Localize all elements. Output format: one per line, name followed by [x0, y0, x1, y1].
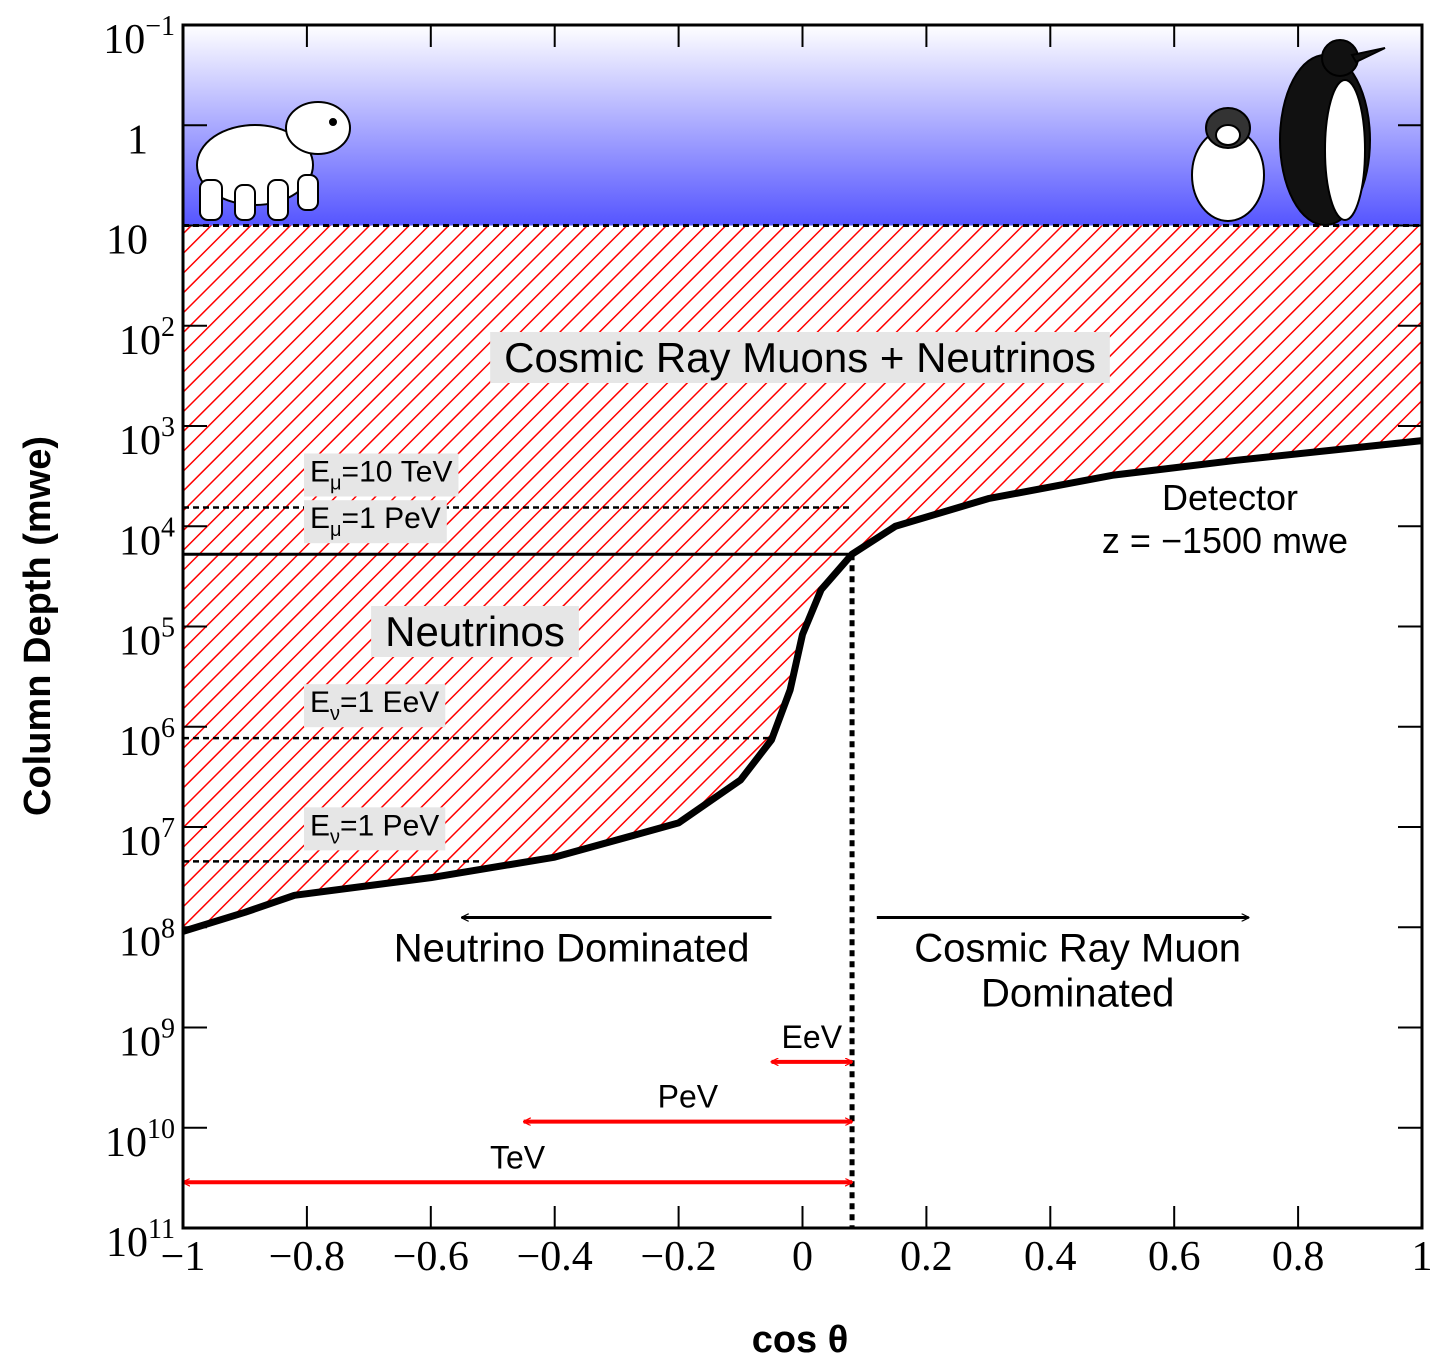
y-tick-label: 103	[119, 412, 175, 464]
y-tick-label: 1	[127, 117, 148, 163]
label-subscript: μ	[330, 519, 342, 541]
y-tick-exponent: −1	[145, 11, 175, 42]
y-tick-base: 10	[119, 919, 161, 965]
x-tick-label: −0.8	[269, 1234, 345, 1280]
y-tick-exponent: 11	[148, 1214, 175, 1245]
x-tick-label: −0.6	[393, 1234, 469, 1280]
range-label: EeV	[782, 1019, 843, 1055]
label-subscript: ν	[330, 826, 340, 848]
y-tick-exponent: 5	[161, 613, 175, 644]
y-tick-label: 109	[119, 1014, 175, 1066]
reference-label: Eμ=1 PeV	[310, 502, 441, 541]
label-text: E	[310, 809, 330, 842]
detector-curve	[181, 437, 1423, 935]
label-box	[304, 453, 459, 497]
label-text: =1 EeV	[340, 686, 439, 719]
x-tick-label: 1	[1412, 1234, 1433, 1280]
x-tick-label: 0.2	[900, 1234, 953, 1280]
label-box	[304, 500, 447, 544]
label-box	[304, 684, 446, 728]
reference-label: Eν=1 PeV	[310, 809, 439, 848]
y-tick-base: 10	[106, 1220, 148, 1266]
y-tick-base: 10	[103, 17, 145, 63]
y-tick-exponent: 4	[161, 512, 175, 543]
range-label: PeV	[658, 1079, 719, 1115]
y-tick-exponent: 8	[161, 913, 175, 944]
y-tick-base: 10	[119, 619, 161, 665]
y-tick-exponent: 3	[161, 412, 175, 443]
y-tick-label: 108	[119, 913, 175, 965]
direction-label: Cosmic Ray Muon	[914, 927, 1241, 971]
detector-depth-label: z = −1500 mwe	[1102, 520, 1348, 561]
label-text: =10 TeV	[342, 455, 453, 488]
label-box	[304, 807, 446, 851]
y-tick-label: 1011	[106, 1214, 175, 1266]
y-tick-exponent: 2	[161, 312, 175, 343]
region-label: Neutrinos	[385, 608, 565, 655]
y-tick-base: 10	[119, 1020, 161, 1066]
label-text: E	[310, 502, 330, 535]
x-tick-label: −0.2	[641, 1234, 717, 1280]
y-tick-label: 105	[119, 613, 175, 665]
x-tick-label: 0.4	[1024, 1234, 1077, 1280]
y-tick-label: 104	[119, 512, 175, 564]
y-tick-exponent: 6	[161, 713, 175, 744]
y-tick-label: 10	[106, 218, 148, 264]
reference-label: Eμ=10 TeV	[310, 455, 452, 494]
label-text: =1 PeV	[340, 809, 439, 842]
x-tick-label: 0.8	[1272, 1234, 1325, 1280]
y-tick-label: 102	[119, 312, 175, 364]
label-box	[371, 606, 579, 657]
y-tick-label: 107	[119, 813, 175, 865]
y-tick-exponent: 9	[161, 1014, 175, 1045]
x-axis-title: cos θ	[752, 1319, 849, 1361]
y-tick-base: 10	[119, 418, 161, 464]
label-box	[490, 332, 1110, 383]
x-tick-label: 0	[792, 1234, 813, 1280]
y-tick-base: 10	[119, 518, 161, 564]
x-tick-label: 0.6	[1148, 1234, 1201, 1280]
label-subscript: μ	[330, 472, 342, 494]
direction-label: Dominated	[981, 972, 1174, 1016]
y-tick-label: 1010	[105, 1114, 175, 1166]
polar-bear	[196, 101, 351, 221]
axes-layer: −1 −0.8 −0.6 −0.4 −0.2 0 0.2 0.4 0.6 0.8 110−11101…	[17, 11, 1433, 1361]
reference-label: Eν=1 EeV	[310, 686, 439, 725]
penguins	[1191, 39, 1386, 226]
range-label: TeV	[490, 1139, 546, 1175]
y-tick-base: 10	[119, 318, 161, 364]
x-tick-label: −0.4	[517, 1234, 593, 1280]
hatched-region	[183, 225, 1422, 932]
x-tick-label: −1	[161, 1234, 206, 1280]
y-tick-base: 10	[119, 819, 161, 865]
y-tick-exponent: 7	[161, 813, 175, 844]
label-subscript: ν	[330, 703, 340, 725]
y-tick-label: 106	[119, 713, 175, 765]
y-tick-base: 10	[105, 1120, 147, 1166]
label-text: =1 PeV	[342, 502, 441, 535]
direction-label: Neutrino Dominated	[394, 927, 750, 971]
detector-label: Detector	[1162, 477, 1298, 518]
y-tick-exponent: 10	[147, 1114, 175, 1145]
label-text: E	[310, 686, 330, 719]
y-axis-title: Column Depth (mwe)	[17, 436, 59, 816]
y-tick-label: 10−1	[103, 11, 175, 63]
region-label: Cosmic Ray Muons + Neutrinos	[504, 334, 1096, 381]
y-tick-base: 10	[119, 719, 161, 765]
label-text: E	[310, 455, 330, 488]
